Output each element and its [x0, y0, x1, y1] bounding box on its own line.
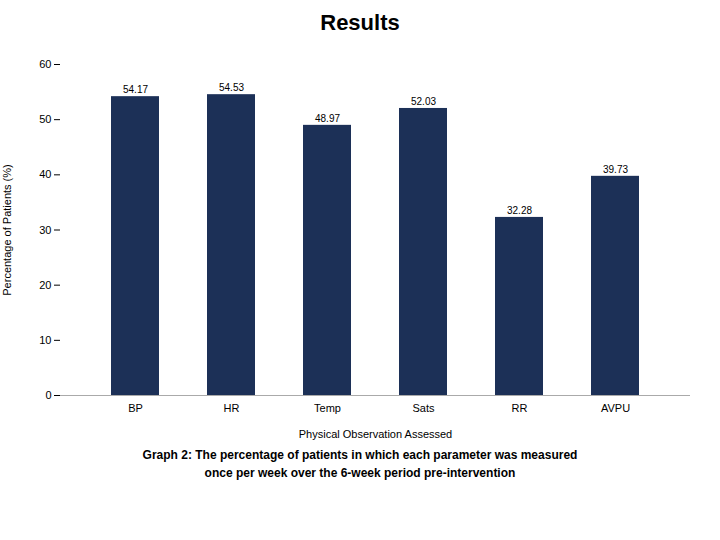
svg-text:0: 0: [45, 389, 51, 401]
svg-text:54.17: 54.17: [123, 84, 148, 95]
svg-text:54.53: 54.53: [219, 82, 244, 93]
svg-text:50: 50: [39, 113, 51, 125]
svg-text:40: 40: [39, 168, 51, 180]
svg-text:AVPU: AVPU: [601, 402, 630, 414]
svg-text:HR: HR: [224, 402, 240, 414]
svg-text:Sats: Sats: [412, 402, 435, 414]
svg-text:39.73: 39.73: [603, 164, 628, 175]
html-text:Graph 2: The percentage of pat: Graph 2: The percentage of patients in w…: [142, 448, 578, 462]
svg-text:Physical Observation Assessed: Physical Observation Assessed: [299, 428, 452, 440]
svg-text:Temp: Temp: [314, 402, 341, 414]
svg-text:RR: RR: [512, 402, 528, 414]
html-text:Results: Results: [320, 10, 400, 35]
svg-text:32.28: 32.28: [507, 205, 532, 216]
svg-text:20: 20: [39, 279, 51, 291]
svg-text:30: 30: [39, 224, 51, 236]
svg-text:60: 60: [39, 58, 51, 70]
svg-text:10: 10: [39, 334, 51, 346]
svg-text:48.97: 48.97: [315, 113, 340, 124]
svg-text:52.03: 52.03: [411, 96, 436, 107]
html-text:once per week over the 6-week: once per week over the 6-week period pre…: [204, 466, 516, 480]
svg-text:Percentage of Patients (%): Percentage of Patients (%): [1, 164, 13, 295]
svg-text:BP: BP: [128, 402, 143, 414]
